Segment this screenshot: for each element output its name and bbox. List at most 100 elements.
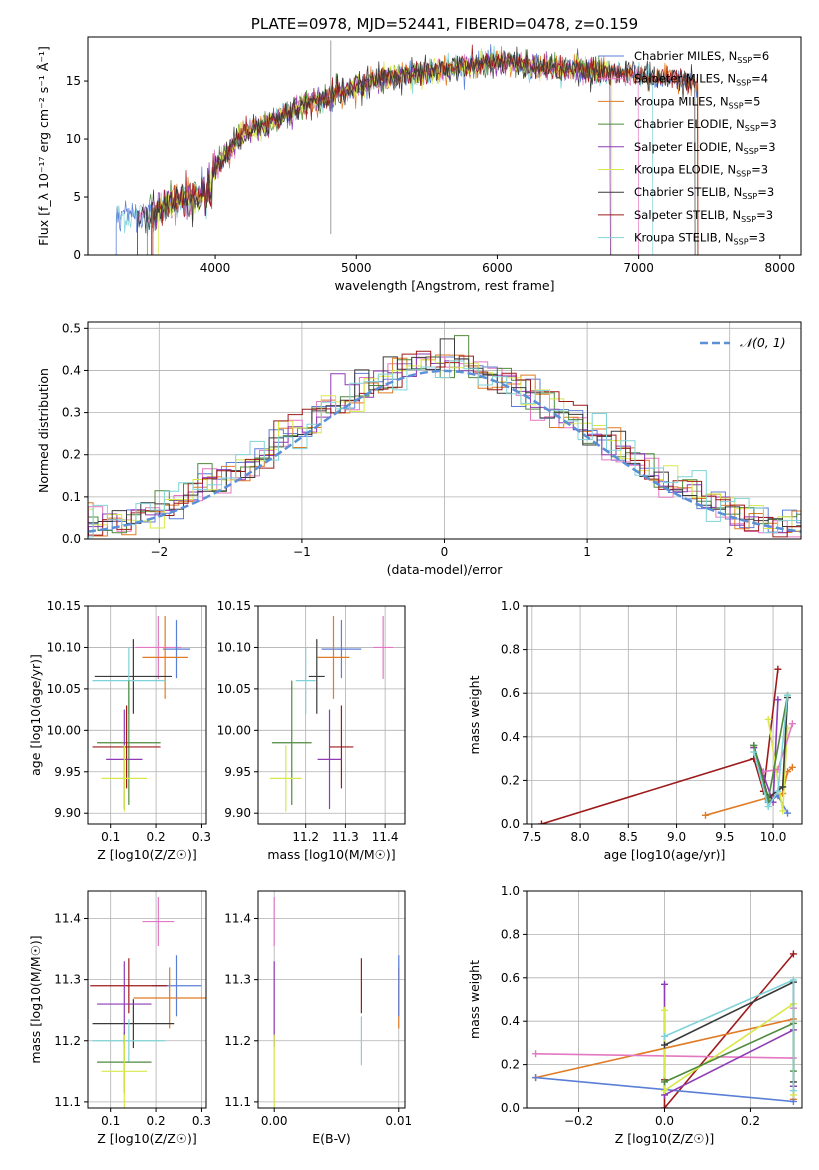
legend-entry: Kroupa STELIB, NSSP=3 (634, 231, 765, 247)
weight-marker (532, 1050, 540, 1058)
errorbar-point (317, 709, 342, 810)
errorbar-point (321, 620, 362, 679)
histogram-8 (88, 360, 801, 538)
weight-marker (661, 980, 668, 988)
plot-area (92, 615, 191, 812)
x-axis-label: age [log10(age/yr)] (604, 847, 726, 862)
plot-area (88, 335, 801, 538)
legend-entry: Chabrier MILES, NSSP=6 (634, 49, 769, 65)
legend-subscript: SSP (737, 56, 752, 65)
weight-marker (661, 1032, 668, 1040)
weight-marker (661, 1087, 668, 1095)
axes-frame (526, 605, 803, 825)
y-tick-label: 0.3 (62, 406, 81, 420)
y-tick-label: 0.0 (62, 532, 81, 546)
y-tick-label: 10.15 (47, 599, 81, 613)
x-tick-label: 8.5 (619, 830, 638, 844)
histogram-1 (88, 356, 801, 538)
x-tick-label: 9.5 (715, 830, 734, 844)
y-tick-label: 1.0 (501, 599, 520, 613)
plot-area (537, 665, 796, 824)
errorbar-point (162, 620, 191, 679)
legend-value: =4 (751, 72, 768, 86)
legend-entry: Kroupa MILES, NSSP=5 (634, 94, 760, 110)
x-tick-label: −2 (150, 545, 168, 559)
y-tick-label: 10.10 (217, 640, 251, 654)
y-tick-label: 10.05 (47, 682, 81, 696)
errorbar-point (329, 705, 354, 789)
errorbar-point (142, 615, 188, 699)
x-tick-label: 7000 (623, 261, 654, 275)
y-tick-label: 11.4 (54, 912, 81, 926)
y-tick-label: 11.1 (224, 1095, 251, 1109)
axes-7 (527, 890, 802, 1109)
y-tick-label: 0.6 (501, 686, 520, 700)
axes-frame (87, 36, 802, 256)
x-axis-label: (data-model)/error (387, 562, 504, 577)
weight-marker (779, 783, 787, 791)
axes-1 (88, 322, 801, 540)
y-tick-label: 0.4 (501, 1014, 520, 1028)
legend-value: =3 (760, 117, 777, 131)
y-axis-label: mass [log10(M/M☉)] (28, 935, 43, 1063)
legend-subscript: SSP (736, 79, 751, 88)
y-tick-label: 9.95 (224, 765, 251, 779)
errorbar-point (101, 745, 147, 812)
errorbar-point (269, 745, 302, 812)
y-axis-label: Normed distribution (36, 368, 51, 493)
x-axis-label: wavelength [Angstrom, rest frame] (334, 278, 554, 293)
axes-frame (87, 890, 207, 1109)
x-tick-label: 5000 (341, 261, 372, 275)
weight-marker (784, 809, 792, 817)
spectrum-1 (137, 49, 639, 255)
x-tick-label: 2 (726, 545, 734, 559)
weight-marker (774, 665, 782, 673)
axes-6 (258, 891, 405, 1108)
axes-0 (115, 40, 699, 255)
x-tick-label: −1 (293, 545, 311, 559)
y-tick-label: 11.3 (224, 973, 251, 987)
x-tick-label: 11.3 (332, 830, 359, 844)
y-tick-label: 11.2 (54, 1034, 81, 1048)
weight-marker (789, 976, 797, 984)
x-tick-label: 6000 (482, 261, 513, 275)
y-tick-label: 10.15 (217, 599, 251, 613)
plot-area (269, 615, 394, 812)
y-tick-label: 15 (66, 74, 81, 88)
y-tick-label: 9.95 (54, 765, 81, 779)
x-tick-label: 11.4 (372, 830, 399, 844)
weight-marker (784, 691, 792, 699)
y-tick-label: 0.4 (62, 363, 81, 377)
weight-marker (537, 820, 545, 824)
spectrum-7 (152, 44, 699, 255)
x-tick-label: 0.01 (385, 1114, 412, 1128)
errorbar-point (373, 615, 394, 679)
y-axis-label: mass weight (467, 960, 482, 1039)
y-tick-label: 11.4 (224, 912, 251, 926)
legend-value: =6 (752, 49, 769, 63)
legend-value: =3 (756, 208, 773, 222)
legend-entry: 𝒩(0, 1) (740, 335, 786, 350)
weight-marker (789, 950, 797, 958)
y-tick-label: 9.90 (54, 806, 81, 820)
y-tick-label: 11.2 (224, 1034, 251, 1048)
y-tick-label: 0.6 (501, 971, 520, 985)
y-tick-label: 10.05 (217, 682, 251, 696)
weight-marker (789, 1097, 797, 1105)
errorbar-point (317, 615, 350, 699)
legend-value: =3 (751, 163, 768, 177)
x-axis-label: Z [log10(Z/Z☉)] (615, 1131, 715, 1146)
y-tick-label: 0.1 (62, 490, 81, 504)
axes-frame (87, 605, 207, 825)
legend-subscript: SSP (734, 238, 749, 247)
legend-subscript: SSP (736, 170, 751, 179)
weight-marker (532, 1074, 540, 1082)
legend-value: =3 (759, 140, 776, 154)
x-tick-label: 7.5 (522, 830, 541, 844)
legend-entry: Salpeter ELODIE, NSSP=3 (634, 140, 776, 156)
y-tick-label: 0.8 (501, 927, 520, 941)
weight-line (753, 695, 789, 809)
weight-marker (702, 811, 710, 819)
x-tick-label: 0.3 (192, 1114, 211, 1128)
